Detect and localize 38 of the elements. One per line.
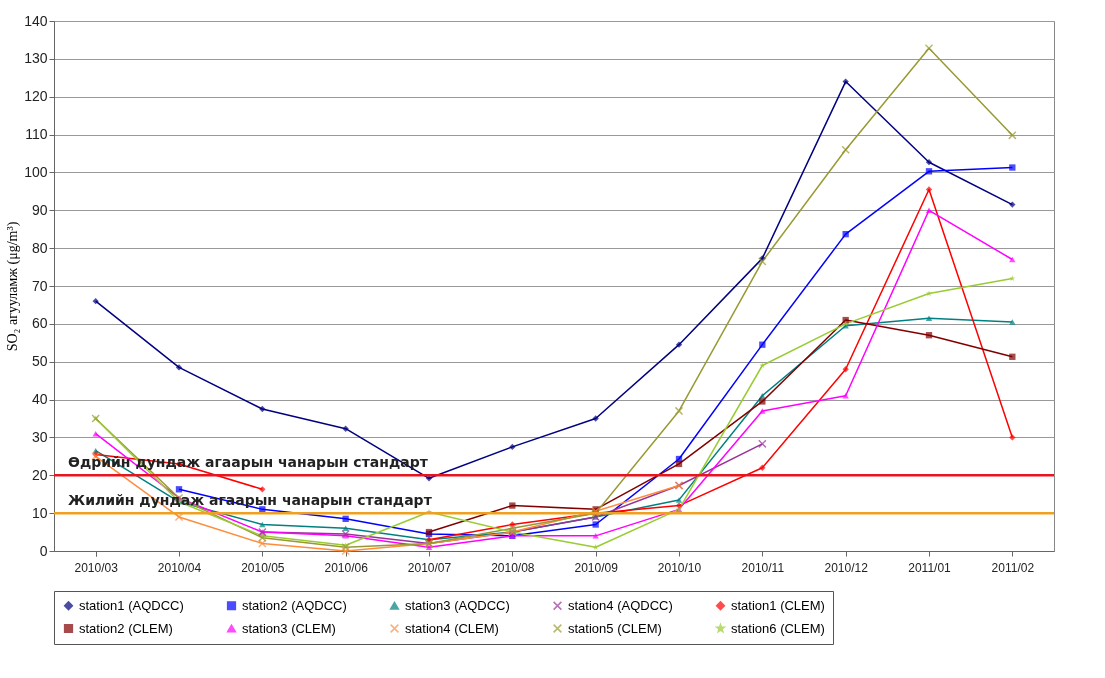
- y-tick-label: 90: [31, 201, 48, 218]
- y-tick-label: 60: [31, 315, 48, 332]
- y-tick-label: 110: [25, 126, 48, 143]
- x-tick-label: 2011/02: [991, 560, 1035, 575]
- x-tick-label: 2010/04: [157, 560, 202, 575]
- y-tick-label: 10: [31, 504, 48, 521]
- legend-label: station3 (AQDCC): [405, 597, 510, 613]
- x-tick-label: 2010/07: [407, 560, 452, 575]
- y-tick-label: 140: [24, 12, 48, 29]
- x-tick-label: 2010/03: [74, 560, 119, 575]
- legend-label: station4 (AQDCC): [568, 597, 673, 613]
- legend-label: station4 (CLEM): [405, 620, 499, 636]
- x-tick-label: 2010/05: [241, 560, 285, 575]
- x-tick-label: 2010/10: [657, 560, 702, 575]
- x-tick-label: 2010/12: [824, 560, 869, 575]
- legend-label: station1 (AQDCC): [79, 597, 184, 613]
- y-tick-label: 20: [31, 466, 48, 483]
- legend-label: station2 (CLEM): [79, 620, 173, 636]
- y-tick-label: 100: [24, 163, 48, 180]
- y-tick-label: 40: [31, 391, 48, 408]
- y-tick-label: 120: [24, 88, 48, 105]
- x-tick-label: 2010/08: [491, 560, 535, 575]
- legend-label: station5 (CLEM): [568, 620, 662, 636]
- x-tick-label: 2010/11: [741, 560, 785, 575]
- y-tick-label: 0: [39, 542, 48, 559]
- x-tick-label: 2011/01: [908, 560, 952, 575]
- y-tick-label: 80: [31, 239, 48, 256]
- legend-label: station3 (CLEM): [242, 620, 336, 636]
- y-tick-label: 70: [31, 277, 48, 294]
- x-tick-label: 2010/09: [574, 560, 619, 575]
- y-tick-label: 130: [24, 50, 48, 67]
- legend-label: station2 (AQDCC): [242, 597, 347, 613]
- legend-label: station6 (CLEM): [731, 620, 825, 636]
- x-tick-label: 2010/06: [324, 560, 369, 575]
- legend-label: station1 (CLEM): [731, 597, 825, 613]
- y-tick-label: 30: [31, 428, 48, 445]
- y-axis-title: SO₂ агууламж (μg/m³): [5, 221, 22, 352]
- y-tick-label: 50: [31, 353, 48, 370]
